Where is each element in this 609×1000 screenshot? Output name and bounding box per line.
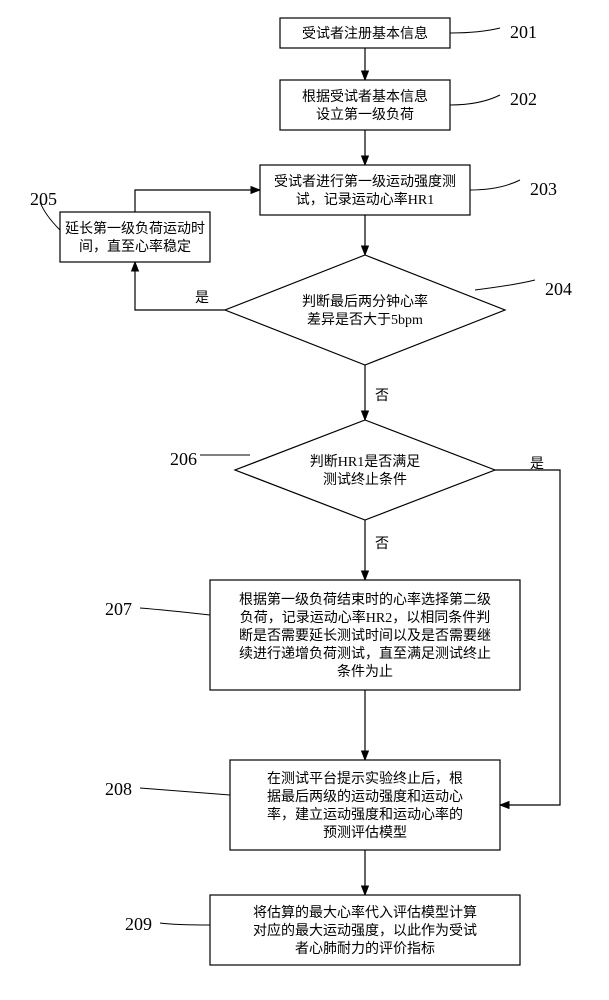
edgelabel-no204: 否 — [375, 389, 389, 404]
node-text: 判断HR1是否满足 — [310, 454, 420, 470]
label-l207: 207 — [105, 599, 132, 619]
node-text: 者心肺耐力的评价指标 — [295, 941, 435, 957]
node-text: 差异是否大于5bpm — [307, 312, 423, 328]
node-text: 在测试平台提示实验终止后，根 — [267, 771, 463, 787]
edgelabel-no206: 否 — [375, 537, 389, 552]
node-text: 负荷，记录运动心率HR2，以相同条件判 — [240, 609, 490, 626]
node-text: 将估算的最大心率代入评估模型计算 — [253, 904, 477, 921]
node-text: 条件为止 — [337, 663, 393, 680]
node-text: 间，直至心率稳定 — [79, 238, 191, 255]
edge-e5 — [135, 190, 260, 212]
leader-ld202 — [450, 95, 500, 105]
edgelabel-yes204: 是 — [195, 291, 209, 306]
label-l202: 202 — [510, 89, 537, 109]
leader-ld208 — [140, 788, 230, 795]
label-l201: 201 — [510, 22, 537, 42]
edge-e4 — [135, 262, 225, 310]
leader-ld207 — [140, 608, 210, 615]
label-l208: 208 — [105, 779, 132, 799]
node-text: 受试者进行第一级运动强度测 — [274, 173, 456, 190]
node-text: 对应的最大运动强度，以此作为受试 — [253, 922, 477, 939]
label-l209: 209 — [125, 914, 152, 934]
node-text: 据最后两级的运动强度和运动心 — [267, 789, 463, 805]
node-text: 根据第一级负荷结束时的心率选择第二级 — [239, 591, 491, 608]
node-text: 预测评估模型 — [323, 825, 407, 841]
label-l204: 204 — [545, 279, 572, 299]
node-text: 受试者注册基本信息 — [302, 25, 428, 42]
label-l206: 206 — [170, 449, 197, 469]
leader-ld204 — [475, 280, 535, 290]
node-text: 根据受试者基本信息 — [302, 88, 428, 105]
node-text: 断是否需要延长测试时间以及是否需要继 — [239, 628, 491, 644]
node-text: 设立第一级负荷 — [316, 106, 414, 123]
label-l205: 205 — [30, 189, 57, 209]
node-n206 — [235, 420, 495, 520]
node-text: 判断最后两分钟心率 — [302, 293, 428, 310]
edgelabel-yes206: 是 — [530, 457, 544, 472]
node-text: 试，记录运动心率HR1 — [296, 191, 434, 208]
node-text: 测试终止条件 — [323, 471, 407, 488]
leader-ld209 — [160, 923, 210, 925]
leader-ld201 — [450, 28, 500, 33]
label-l203: 203 — [530, 179, 557, 199]
node-text: 延长第一级负荷运动时 — [65, 220, 205, 237]
node-text: 续进行递增负荷测试，直至满足测试终止 — [239, 645, 491, 662]
node-n204 — [225, 255, 505, 365]
node-text: 率，建立运动强度和运动心率的 — [267, 806, 463, 823]
leader-ld203 — [470, 180, 520, 190]
